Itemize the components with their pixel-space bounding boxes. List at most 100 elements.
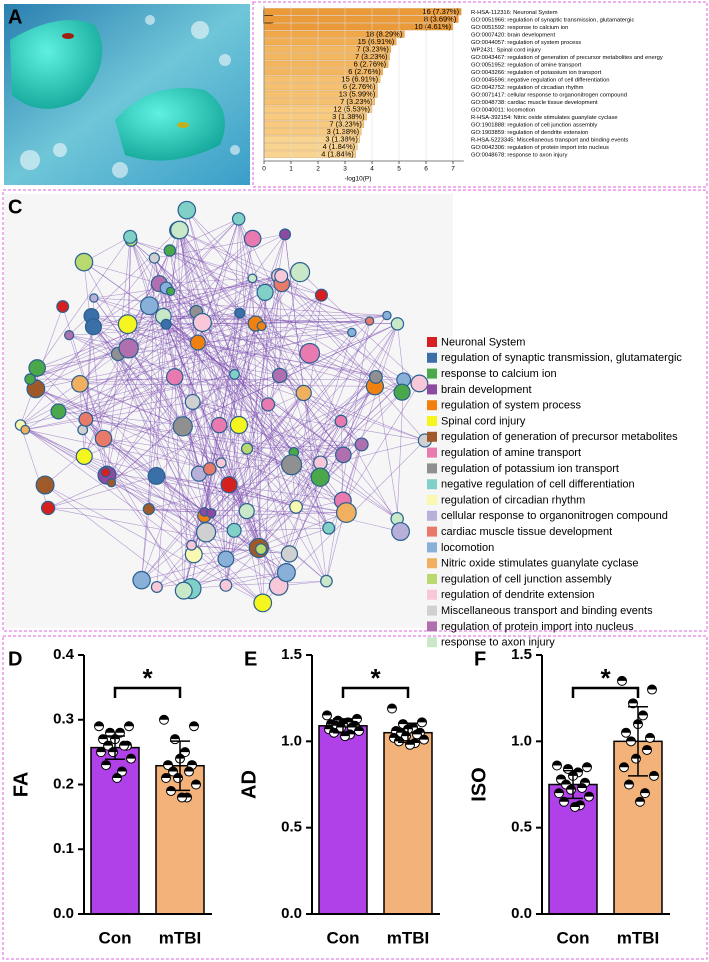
network-edge bbox=[131, 240, 362, 445]
network-edge bbox=[197, 332, 352, 343]
data-point-half bbox=[105, 728, 115, 733]
y-tick-label: 1.0 bbox=[511, 732, 532, 749]
network-edge bbox=[258, 292, 266, 548]
network-node bbox=[369, 369, 383, 384]
network-node bbox=[184, 393, 201, 410]
data-point bbox=[115, 727, 125, 738]
network-node bbox=[391, 522, 410, 541]
data-point bbox=[322, 710, 332, 721]
network-edge bbox=[234, 374, 425, 441]
category-label: GO:1903859: regulation of dendrite exten… bbox=[471, 130, 588, 136]
bar-annotation: 6 (2.76%) bbox=[343, 82, 376, 91]
network-edge bbox=[83, 261, 200, 474]
network-edge bbox=[29, 378, 205, 513]
network-edge bbox=[267, 404, 290, 554]
data-point-half bbox=[647, 685, 657, 690]
x-axis-label: -log10(P) bbox=[345, 176, 372, 183]
network-edge bbox=[340, 421, 401, 532]
network-node bbox=[56, 300, 70, 314]
network-node bbox=[140, 296, 159, 316]
legend-swatch bbox=[427, 431, 437, 442]
bar-annotation: 6 (2.76%) bbox=[354, 60, 387, 69]
network-edge bbox=[280, 275, 426, 441]
network-edge bbox=[25, 429, 108, 476]
network-edge bbox=[20, 424, 262, 550]
network-edge bbox=[149, 275, 279, 307]
data-point-half bbox=[168, 767, 178, 772]
network-edge bbox=[93, 326, 279, 587]
network-node bbox=[189, 334, 206, 351]
network-edge bbox=[103, 438, 292, 466]
data-point-half bbox=[180, 747, 190, 753]
y-tick-label: 0.2 bbox=[53, 775, 74, 792]
network-node bbox=[410, 374, 429, 393]
significance-bracket bbox=[571, 686, 640, 698]
category-label: GO:1901888: regulation of cell junction … bbox=[471, 122, 597, 128]
legend-label: Spinal cord injury bbox=[441, 415, 526, 427]
network-edge bbox=[192, 401, 425, 441]
network-node bbox=[75, 447, 93, 466]
network-node bbox=[210, 416, 228, 434]
network-node bbox=[163, 244, 177, 257]
data-point-half bbox=[101, 760, 111, 766]
network-edge bbox=[293, 444, 362, 453]
data-point bbox=[108, 747, 118, 758]
data-point bbox=[191, 779, 201, 790]
network-node bbox=[229, 415, 249, 435]
network-node bbox=[160, 318, 172, 330]
network-edge bbox=[79, 332, 352, 385]
data-point bbox=[624, 779, 634, 790]
data-point bbox=[117, 766, 127, 777]
network-edge bbox=[36, 367, 227, 560]
error-bar bbox=[398, 722, 418, 743]
data-point-half bbox=[324, 724, 334, 730]
data-point-half bbox=[387, 704, 397, 709]
network-node bbox=[186, 539, 197, 551]
category-label: WP2431: Spinal cord injury bbox=[471, 47, 541, 53]
network-edge bbox=[197, 342, 295, 453]
network-edge bbox=[29, 236, 131, 380]
category-label: GO:0048738: cardiac muscle tissue develo… bbox=[471, 100, 598, 106]
legend-swatch bbox=[427, 605, 437, 616]
data-point bbox=[582, 762, 592, 773]
network-edge bbox=[320, 421, 342, 463]
panel-a-image bbox=[4, 4, 250, 185]
x-tick-label: 6 bbox=[424, 166, 428, 173]
network-node bbox=[174, 581, 193, 600]
network-edge bbox=[179, 229, 330, 529]
legend-swatch bbox=[427, 558, 437, 569]
data-point bbox=[352, 713, 362, 724]
network-node bbox=[78, 411, 94, 427]
network-node bbox=[271, 367, 288, 384]
network-edge bbox=[198, 238, 253, 474]
network-edge bbox=[20, 424, 263, 604]
y-axis-label: FA bbox=[10, 772, 32, 798]
legend-swatch bbox=[427, 400, 437, 411]
legend-swatch bbox=[427, 368, 437, 379]
network-node bbox=[192, 312, 212, 333]
panel-label: D bbox=[8, 648, 22, 670]
network-edge bbox=[177, 229, 322, 296]
category-label: GO:0071417: cellular response to organon… bbox=[471, 92, 627, 98]
legend-swatch bbox=[427, 495, 437, 505]
legend-label: response to calcium ion bbox=[441, 368, 557, 380]
data-point-half bbox=[126, 754, 136, 759]
data-point bbox=[119, 740, 129, 751]
x-tick-label: Con bbox=[556, 928, 589, 947]
network-edge bbox=[69, 334, 269, 405]
network-edge bbox=[117, 353, 195, 555]
category-label: GO:0042752: regulation of circadian rhyt… bbox=[471, 85, 584, 91]
data-point-half bbox=[117, 767, 127, 772]
network-edge bbox=[44, 376, 175, 486]
network-node bbox=[334, 414, 348, 428]
network-edge bbox=[320, 379, 404, 464]
panel-label: F bbox=[474, 648, 486, 670]
data-point-half bbox=[394, 736, 404, 742]
data-point-half bbox=[619, 762, 629, 768]
data-point bbox=[631, 753, 641, 764]
data-point bbox=[619, 762, 629, 773]
network-node bbox=[255, 543, 268, 556]
y-tick-label: 1.5 bbox=[511, 646, 532, 663]
data-point-half bbox=[347, 723, 357, 728]
legend-label: regulation of generation of precursor me… bbox=[441, 431, 678, 443]
